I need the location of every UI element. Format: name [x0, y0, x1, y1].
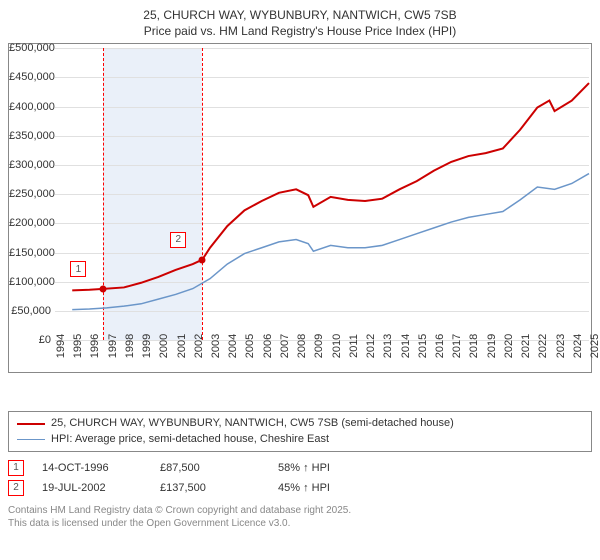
transaction-dot-1	[100, 286, 107, 293]
transaction-price: £87,500	[160, 462, 260, 474]
series-hpi	[72, 174, 589, 310]
transaction-dot-2	[199, 256, 206, 263]
transaction-index: 1	[8, 460, 24, 476]
legend-item: 25, CHURCH WAY, WYBUNBURY, NANTWICH, CW5…	[17, 416, 583, 431]
legend-swatch	[17, 423, 45, 425]
transaction-marker-2: 2	[170, 232, 186, 248]
footer-line-2: This data is licensed under the Open Gov…	[8, 517, 592, 530]
legend-item: HPI: Average price, semi-detached house,…	[17, 432, 583, 447]
transaction-row: 1 14-OCT-1996 £87,500 58% ↑ HPI	[8, 458, 592, 478]
title-line-1: 25, CHURCH WAY, WYBUNBURY, NANTWICH, CW5…	[8, 8, 592, 24]
transaction-date: 14-OCT-1996	[42, 462, 142, 474]
legend-swatch	[17, 439, 45, 441]
transaction-marker-1: 1	[70, 261, 86, 277]
series-price_paid	[72, 83, 589, 290]
footer-line-1: Contains HM Land Registry data © Crown c…	[8, 504, 592, 517]
title-line-2: Price paid vs. HM Land Registry's House …	[8, 24, 592, 40]
legend-label: HPI: Average price, semi-detached house,…	[51, 432, 329, 447]
transactions-table: 1 14-OCT-1996 £87,500 58% ↑ HPI 2 19-JUL-2002…	[8, 458, 592, 498]
transaction-price: £137,500	[160, 482, 260, 494]
price-chart: £0£50,000£100,000£150,000£200,000£250,00…	[8, 43, 592, 373]
transaction-row: 2 19-JUL-2002 £137,500 45% ↑ HPI	[8, 478, 592, 498]
attribution-footer: Contains HM Land Registry data © Crown c…	[8, 504, 592, 530]
transaction-date: 19-JUL-2002	[42, 482, 142, 494]
transaction-delta: 45% ↑ HPI	[278, 482, 378, 494]
legend: 25, CHURCH WAY, WYBUNBURY, NANTWICH, CW5…	[8, 411, 592, 452]
transaction-index: 2	[8, 480, 24, 496]
legend-label: 25, CHURCH WAY, WYBUNBURY, NANTWICH, CW5…	[51, 416, 454, 431]
chart-title: 25, CHURCH WAY, WYBUNBURY, NANTWICH, CW5…	[8, 8, 592, 39]
series-layer	[9, 44, 593, 374]
transaction-delta: 58% ↑ HPI	[278, 462, 378, 474]
